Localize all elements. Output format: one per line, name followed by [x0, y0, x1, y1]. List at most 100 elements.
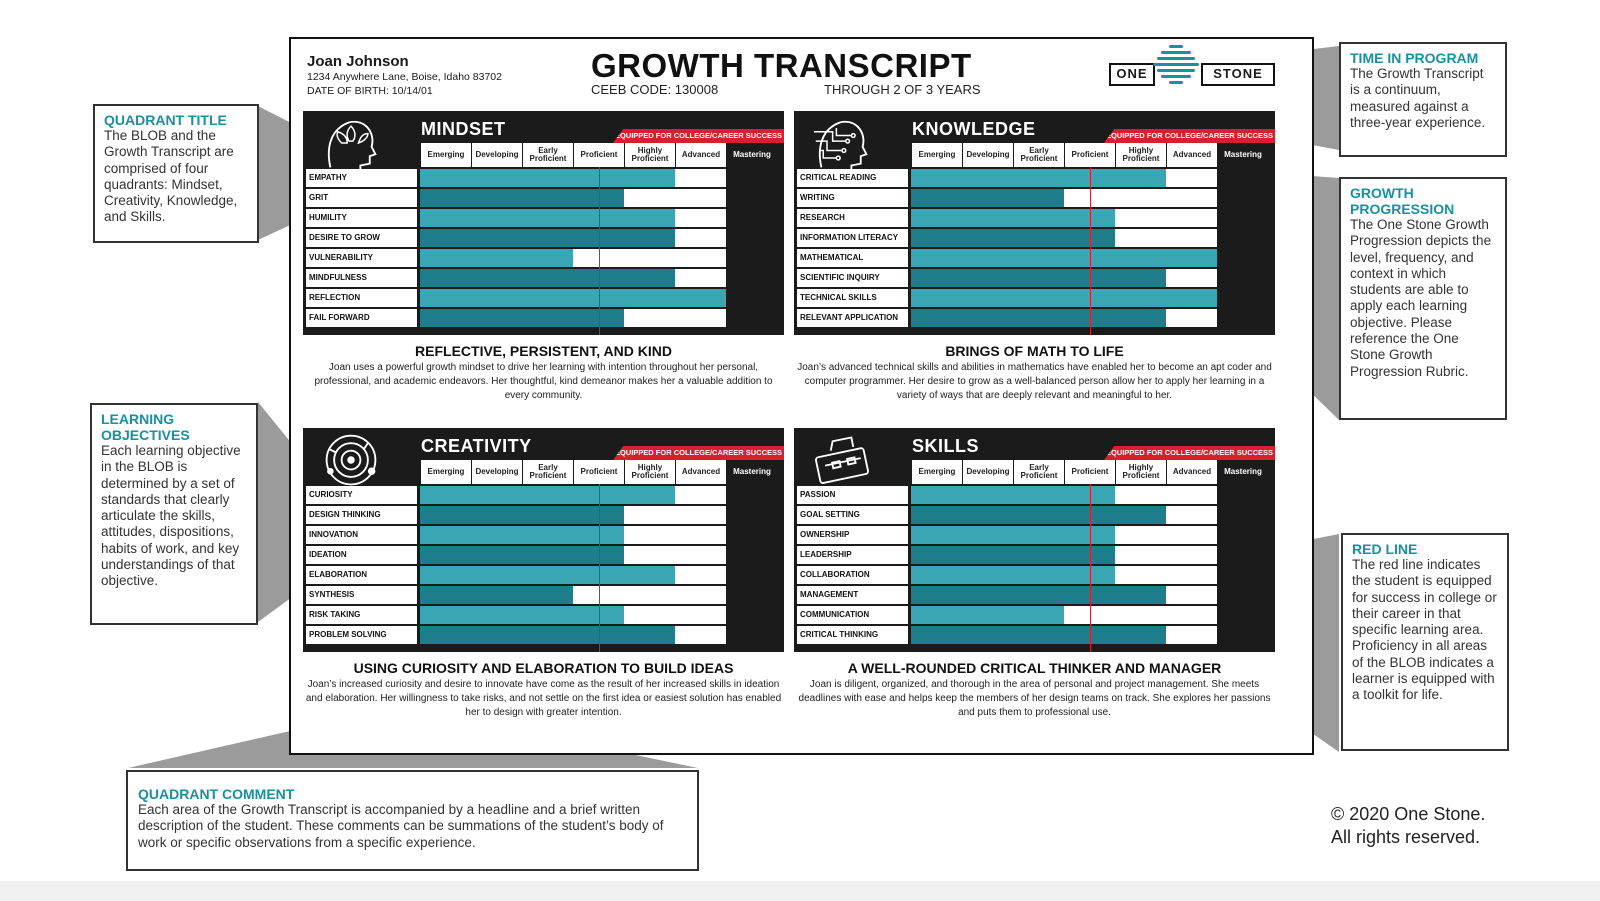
learning-objective-label: GOAL SETTING	[797, 506, 908, 524]
progress-bar	[420, 566, 675, 584]
level-header: Highly Proficient	[624, 143, 675, 167]
progress-track	[911, 606, 1217, 624]
learning-objective-label: RELEVANT APPLICATION	[797, 309, 908, 327]
progress-track	[911, 626, 1217, 644]
equipped-banner: EQUIPPED FOR COLLEGE/CAREER SUCCESS	[613, 129, 784, 143]
progress-bar	[911, 586, 1166, 604]
red-line	[1089, 484, 1091, 652]
document-title: GROWTH TRANSCRIPT	[591, 47, 972, 84]
level-header: Highly Proficient	[1115, 143, 1166, 167]
learning-objective-label: FAIL FORWARD	[306, 309, 417, 327]
learning-objective-label: COLLABORATION	[797, 566, 908, 584]
quadrant-title: CREATIVITY	[421, 436, 532, 456]
student-dob: DATE OF BIRTH: 10/14/01	[307, 85, 433, 97]
callout-quadrant-title: QUADRANT TITLE The BLOB and the Growth T…	[93, 104, 259, 243]
progress-track	[420, 486, 726, 504]
progress-track	[911, 506, 1217, 524]
equipped-banner: EQUIPPED FOR COLLEGE/CAREER SUCCESS	[1104, 129, 1275, 143]
progress-bar	[420, 189, 624, 207]
learning-objective-label: MANAGEMENT	[797, 586, 908, 604]
progress-bar	[911, 546, 1115, 564]
progress-bar	[911, 269, 1166, 287]
callout-title: QUADRANT TITLE	[104, 112, 227, 128]
progress-bar	[911, 189, 1064, 207]
learning-objective-label: EMPATHY	[306, 169, 417, 187]
learning-objective-label: GRIT	[306, 189, 417, 207]
learning-objective-label: LEADERSHIP	[797, 546, 908, 564]
callout-body: The One Stone Growth Progression depicts…	[1350, 217, 1492, 379]
equipped-banner: EQUIPPED FOR COLLEGE/CAREER SUCCESS	[613, 446, 784, 460]
callout-body: The Growth Transcript is a continuum, me…	[1350, 66, 1486, 130]
progress-bar	[420, 526, 624, 544]
level-header: Developing	[471, 143, 522, 167]
progress-track	[420, 526, 726, 544]
learning-objective-label: TECHNICAL SKILLS	[797, 289, 908, 307]
progress-track	[420, 289, 726, 307]
level-header: Early Proficient	[1013, 143, 1064, 167]
progress-bar	[420, 269, 675, 287]
level-header: Advanced	[1166, 143, 1217, 167]
callout-growth-progression: GROWTH PROGRESSION The One Stone Growth …	[1339, 177, 1507, 420]
ceeb-code: CEEB CODE: 130008	[591, 82, 719, 97]
logo-one: ONE	[1109, 63, 1155, 86]
lotus-head-icon	[327, 120, 377, 172]
one-stone-logo-icon	[1153, 45, 1199, 84]
progress-track	[911, 249, 1217, 267]
progress-track	[420, 626, 726, 644]
learning-objective-label: DESIGN THINKING	[306, 506, 417, 524]
quadrant-headline-mindset: REFLECTIVE, PERSISTENT, AND KIND	[415, 343, 672, 359]
callout-body: Each area of the Growth Transcript is ac…	[138, 802, 664, 850]
progress-bar	[420, 229, 675, 247]
callout-body: Each learning objective in the BLOB is d…	[101, 443, 241, 589]
time-in-program-label: THROUGH 2 OF 3 YEARS	[824, 82, 981, 97]
progress-track	[911, 169, 1217, 187]
level-header: Developing	[962, 143, 1013, 167]
quadrant-title: SKILLS	[912, 436, 980, 456]
progress-track	[911, 289, 1217, 307]
level-header: Mastering	[726, 460, 777, 484]
progress-bar	[420, 309, 624, 327]
progress-track	[911, 526, 1217, 544]
progress-bar	[911, 626, 1166, 644]
callout-title: QUADRANT COMMENT	[138, 786, 295, 802]
quadrant-comment-creativity: Joan’s increased curiosity and desire to…	[305, 679, 782, 718]
quadrant-comment-skills: Joan is diligent, organized, and thoroug…	[798, 679, 1271, 718]
learning-objective-label: PASSION	[797, 486, 908, 504]
progress-track	[420, 309, 726, 327]
copyright-line-1: © 2020 One Stone.	[1331, 804, 1486, 824]
quadrant-creativity: CREATIVITY EQUIPPED FOR COLLEGE/CAREER SU…	[303, 428, 784, 652]
level-header: Proficient	[1064, 460, 1115, 484]
callout-title: GROWTH PROGRESSION	[1350, 185, 1455, 217]
callout-title: RED LINE	[1352, 541, 1418, 557]
learning-objective-label: INNOVATION	[306, 526, 417, 544]
progress-track	[911, 269, 1217, 287]
progress-track	[911, 309, 1217, 327]
callout-title: LEARNING OBJECTIVES	[101, 411, 190, 443]
progress-bar	[420, 209, 675, 227]
callout-body: The red line indicates the student is eq…	[1352, 557, 1497, 703]
level-header: Mastering	[1217, 143, 1268, 167]
progress-bar	[420, 586, 573, 604]
callout-body: The BLOB and the Growth Transcript are c…	[104, 128, 238, 225]
learning-objective-label: OWNERSHIP	[797, 526, 908, 544]
progress-bar	[911, 209, 1115, 227]
quadrant-comment-mindset: Joan uses a powerful growth mindset to d…	[314, 362, 773, 401]
progress-bar	[911, 309, 1166, 327]
progress-track	[420, 189, 726, 207]
level-header: Advanced	[1166, 460, 1217, 484]
level-header: Early Proficient	[522, 460, 573, 484]
callout-red-line: RED LINE The red line indicates the stud…	[1341, 533, 1509, 751]
learning-objective-label: SYNTHESIS	[306, 586, 417, 604]
learning-objective-label: DESIRE TO GROW	[306, 229, 417, 247]
quadrant-title: KNOWLEDGE	[912, 119, 1036, 139]
progress-track	[911, 189, 1217, 207]
level-header: Developing	[962, 460, 1013, 484]
callout-learning-objectives: LEARNING OBJECTIVES Each learning object…	[90, 403, 258, 625]
progress-track	[420, 506, 726, 524]
orbit-icon	[325, 434, 377, 486]
progress-bar	[911, 289, 1217, 307]
progress-track	[911, 586, 1217, 604]
learning-objective-label: PROBLEM SOLVING	[306, 626, 417, 644]
red-line	[598, 167, 600, 335]
level-header: Proficient	[1064, 143, 1115, 167]
